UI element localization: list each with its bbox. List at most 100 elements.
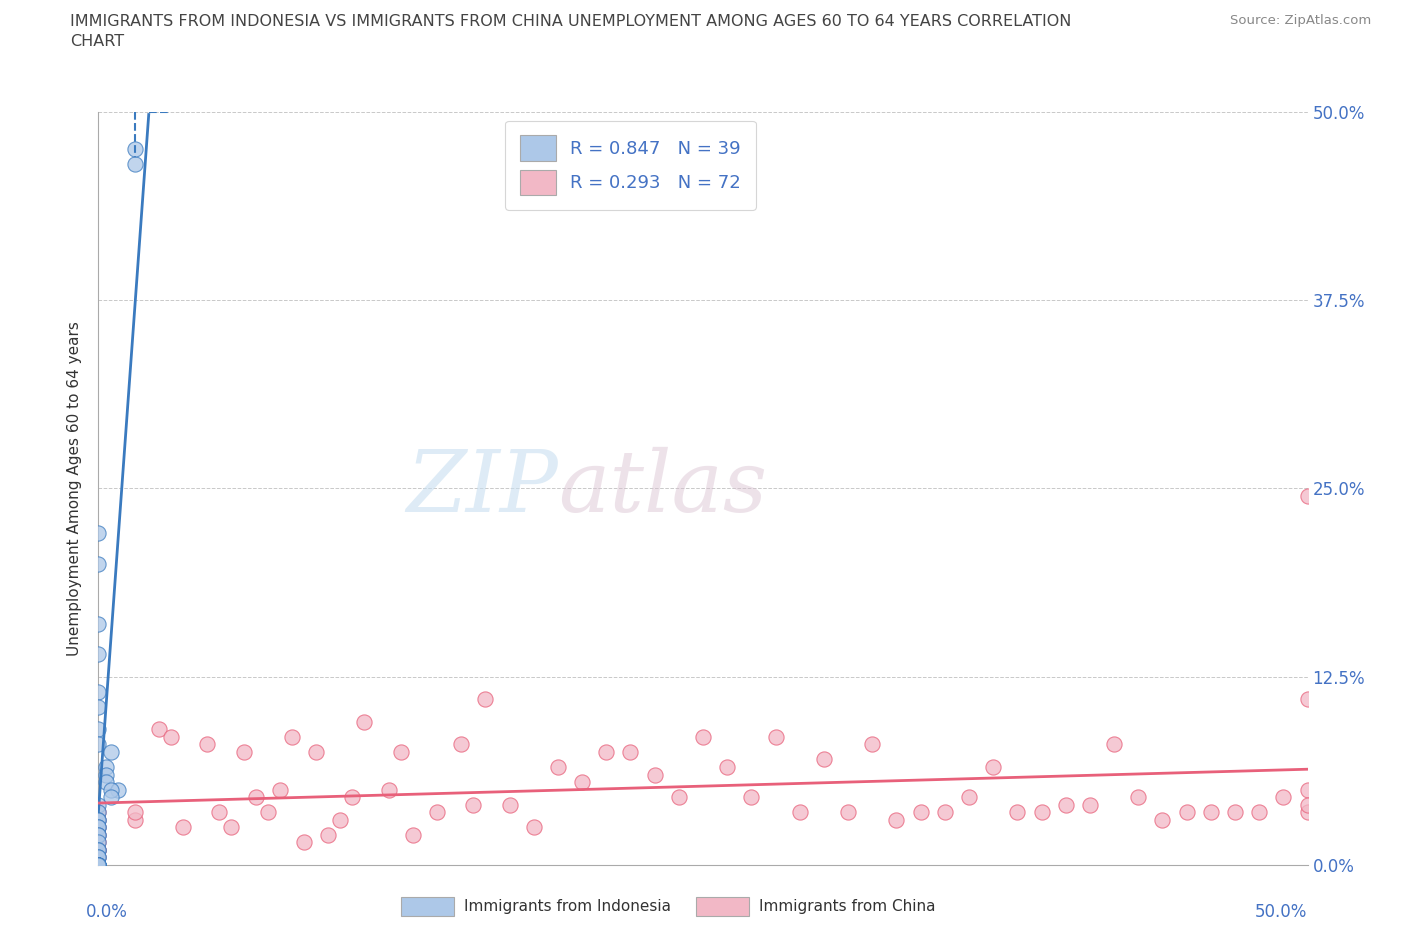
Point [94,775,117,790]
Point [523,820,546,835]
Point [342,790,364,804]
Point [716,760,738,775]
Point [1031,804,1053,819]
Point [837,804,859,819]
Point [619,744,641,759]
Point [740,790,762,804]
Y-axis label: Unemployment Among Ages 60 to 64 years: Unemployment Among Ages 60 to 64 years [67,321,83,656]
Point [87,857,110,872]
Point [1102,737,1125,751]
Point [87,835,110,850]
Point [87,820,110,835]
Point [886,812,908,827]
Point [232,744,254,759]
Point [692,729,714,744]
Point [87,857,110,872]
Point [87,526,110,541]
Point [1249,804,1271,819]
Point [124,812,146,827]
Point [474,692,496,707]
Text: 0.0%: 0.0% [86,902,128,921]
Point [981,760,1004,775]
Point [208,804,231,819]
Point [87,857,110,872]
Point [87,857,110,872]
Point [124,157,146,172]
Point [87,828,110,843]
Point [87,857,110,872]
Point [94,760,117,775]
Point [957,790,980,804]
Point [87,812,110,827]
Point [498,797,520,812]
Point [245,790,267,804]
Legend: R = 0.847   N = 39, R = 0.293   N = 72: R = 0.847 N = 39, R = 0.293 N = 72 [505,121,755,209]
Point [87,820,110,835]
Point [87,843,110,857]
Point [87,737,110,751]
Point [87,812,110,827]
Point [87,617,110,631]
Point [1175,804,1198,819]
Text: Immigrants from Indonesia: Immigrants from Indonesia [464,899,671,914]
Point [316,828,339,843]
Point [1296,692,1319,707]
Point [87,850,110,865]
Point [1272,790,1295,804]
Point [281,729,304,744]
Point [221,820,243,835]
Point [100,790,122,804]
Point [1054,797,1077,812]
Point [644,767,666,782]
Point [547,760,569,775]
Point [124,804,146,819]
Point [148,722,170,737]
Text: IMMIGRANTS FROM INDONESIA VS IMMIGRANTS FROM CHINA UNEMPLOYMENT AMONG AGES 60 TO: IMMIGRANTS FROM INDONESIA VS IMMIGRANTS … [70,14,1071,48]
Point [1007,804,1029,819]
Point [571,775,593,790]
Point [87,857,110,872]
Point [426,804,449,819]
Point [910,804,932,819]
Point [100,744,122,759]
Point [94,767,117,782]
Point [87,812,110,827]
Point [87,797,110,812]
Point [934,804,956,819]
Point [87,843,110,857]
Point [107,782,129,797]
Point [329,812,352,827]
Point [124,142,146,157]
Point [87,843,110,857]
Point [292,835,315,850]
Point [87,722,110,737]
Point [87,835,110,850]
Point [789,804,811,819]
Point [1296,804,1319,819]
Point [353,714,375,729]
Point [87,857,110,872]
Point [813,752,835,767]
Point [1296,488,1319,503]
Point [595,744,617,759]
Point [87,828,110,843]
Point [195,737,218,751]
Point [87,850,110,865]
Text: Immigrants from China: Immigrants from China [759,899,936,914]
Point [668,790,690,804]
Text: Source: ZipAtlas.com: Source: ZipAtlas.com [1230,14,1371,27]
Point [1078,797,1101,812]
Point [305,744,328,759]
Point [160,729,183,744]
Point [860,737,883,751]
Point [1152,812,1174,827]
Point [87,804,110,819]
Point [463,797,485,812]
Point [1223,804,1246,819]
Text: atlas: atlas [558,447,768,529]
Point [269,782,291,797]
Point [87,804,110,819]
Point [1296,782,1319,797]
Point [256,804,278,819]
Point [87,699,110,714]
